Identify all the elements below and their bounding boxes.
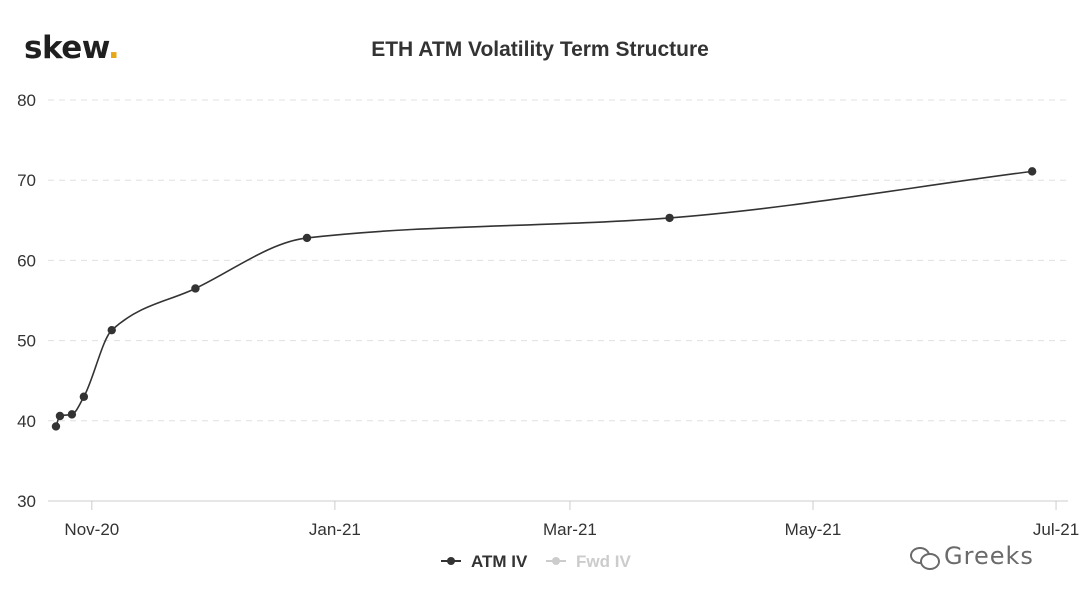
legend-item-fwd-iv[interactable]: Fwd IV bbox=[546, 552, 631, 571]
x-tick-label-4: Jul-21 bbox=[1033, 520, 1079, 539]
watermark-text: Greeks bbox=[944, 542, 1034, 570]
data-point-1[interactable] bbox=[55, 411, 65, 421]
legend-item-fwd-iv-label: Fwd IV bbox=[576, 552, 631, 571]
y-tick-label-30: 30 bbox=[17, 492, 36, 511]
legend-item-atm-iv[interactable]: ATM IV bbox=[441, 552, 528, 571]
axis-layer: 30 40 50 60 70 80 Nov-20 Jan-21 Mar-21 May-21 Jul-… bbox=[17, 91, 1079, 539]
data-point-5[interactable] bbox=[191, 284, 200, 293]
chart-title: ETH ATM Volatility Term Structure bbox=[371, 38, 709, 61]
logo-text: skew bbox=[24, 30, 108, 66]
logo-dot: . bbox=[107, 30, 120, 66]
y-tick-label-40: 40 bbox=[17, 412, 36, 431]
watermark: Greeks bbox=[910, 542, 1034, 570]
data-point-4[interactable] bbox=[107, 325, 116, 335]
data-point-8[interactable] bbox=[1027, 167, 1037, 176]
data-point-0[interactable] bbox=[51, 422, 61, 431]
data-point-7[interactable] bbox=[665, 213, 674, 223]
legend-item-fwd-iv-marker bbox=[552, 557, 560, 565]
wechat-icon bbox=[910, 545, 940, 570]
skew-logo: skew. bbox=[24, 30, 120, 66]
x-tick-label-0: Nov-20 bbox=[64, 520, 119, 539]
grid-layer bbox=[48, 99, 1068, 422]
x-tick-label-2: Mar-21 bbox=[543, 520, 597, 539]
data-point-3[interactable] bbox=[79, 392, 89, 401]
y-tick-label-60: 60 bbox=[17, 251, 36, 270]
data-point-6[interactable] bbox=[302, 233, 312, 243]
y-tick-label-80: 80 bbox=[17, 91, 36, 110]
data-point-2[interactable] bbox=[67, 410, 77, 419]
x-tick-label-3: May-21 bbox=[785, 520, 842, 539]
legend-item-atm-iv-label: ATM IV bbox=[471, 552, 528, 571]
y-tick-label-50: 50 bbox=[17, 332, 36, 351]
x-tick-label-1: Jan-21 bbox=[309, 520, 361, 539]
series-line-atm-iv bbox=[55, 170, 1033, 427]
y-tick-label-70: 70 bbox=[17, 171, 36, 190]
legend: ATM IV Fwd IV bbox=[441, 552, 631, 571]
series-layer bbox=[51, 167, 1037, 431]
legend-item-atm-iv-marker bbox=[447, 557, 455, 565]
